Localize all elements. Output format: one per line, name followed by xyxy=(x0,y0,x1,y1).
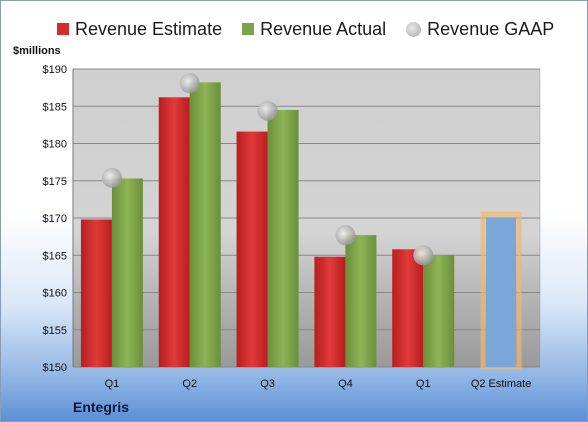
legend-label-estimate: Revenue Estimate xyxy=(75,18,223,39)
x-tick-label: Q3 xyxy=(260,378,275,390)
y-tick-label: $165 xyxy=(43,250,67,262)
bar-revenue-estimate xyxy=(392,249,424,367)
legend: Revenue Estimate Revenue Actual Revenue … xyxy=(57,17,574,41)
y-tick-label: $160 xyxy=(43,288,67,300)
y-tick-label: $170 xyxy=(43,213,67,225)
legend-item-estimate: Revenue Estimate xyxy=(57,19,222,40)
legend-label-actual: Revenue Actual xyxy=(260,18,387,39)
legend-swatch-gaap xyxy=(406,21,422,37)
y-tick-label: $155 xyxy=(43,325,67,337)
point-revenue-gaap xyxy=(101,167,122,188)
y-axis-label: $millions xyxy=(13,45,61,57)
y-tick-label: $150 xyxy=(43,362,67,374)
bar-revenue-actual xyxy=(345,235,377,367)
x-tick-label: Q1 xyxy=(105,378,120,390)
legend-label-gaap: Revenue GAAP xyxy=(427,18,555,39)
company-name: Entegris xyxy=(73,399,130,415)
bar-revenue-estimate xyxy=(80,219,112,367)
bar-revenue-actual xyxy=(189,82,221,367)
bar-revenue-estimate xyxy=(314,256,346,367)
bar-revenue-actual xyxy=(267,109,299,367)
bar-revenue-estimate xyxy=(158,97,190,367)
point-revenue-gaap xyxy=(179,73,200,94)
legend-item-gaap: Revenue GAAP xyxy=(406,19,554,40)
legend-swatch-estimate xyxy=(57,23,69,35)
point-revenue-gaap xyxy=(335,225,356,246)
bar-q2-estimate xyxy=(486,217,517,367)
point-revenue-gaap xyxy=(257,100,278,121)
bar-revenue-actual xyxy=(111,178,143,367)
y-tick-label: $190 xyxy=(43,64,67,76)
x-tick-label: Q2 xyxy=(182,378,197,390)
x-tick-label: Q2 Estimate xyxy=(471,378,532,390)
point-revenue-gaap xyxy=(413,245,434,266)
y-tick-label: $180 xyxy=(43,139,67,151)
legend-swatch-actual xyxy=(242,23,255,35)
legend-item-actual: Revenue Actual xyxy=(242,19,386,40)
x-tick-label: Q4 xyxy=(338,378,353,390)
bar-revenue-actual xyxy=(423,255,455,367)
y-tick-label: $185 xyxy=(43,101,67,113)
y-tick-label: $175 xyxy=(43,176,67,188)
x-tick-label: Q1 xyxy=(416,378,431,390)
bar-revenue-estimate xyxy=(236,131,268,367)
